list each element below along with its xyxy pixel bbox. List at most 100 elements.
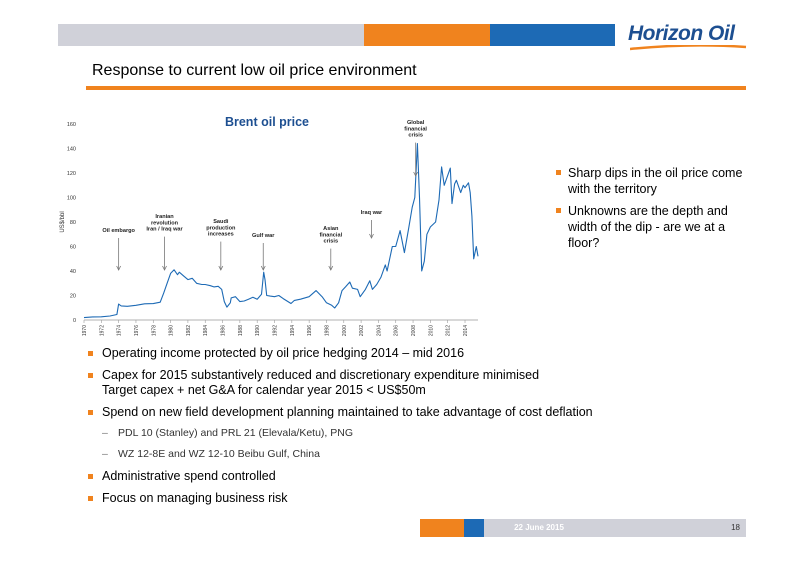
- sub-bullet-text: PDL 10 (Stanley) and PRL 21 (Elevala/Ket…: [118, 427, 354, 439]
- page-number: 18: [731, 523, 740, 532]
- bottom-bullet-list: Operating income protected by oil price …: [88, 346, 748, 513]
- annotation-label: crisis: [323, 239, 338, 245]
- x-tick-label: 1988: [238, 325, 244, 336]
- x-tick-label: 2010: [428, 325, 434, 336]
- x-tick-label: 2006: [394, 325, 400, 336]
- x-tick-label: 2000: [342, 325, 348, 336]
- right-bullet: Unknowns are the depth and width of the …: [556, 203, 746, 251]
- annotation-label: Gulf war: [252, 233, 275, 239]
- x-tick-label: 2004: [376, 325, 382, 336]
- page-title: Response to current low oil price enviro…: [92, 62, 417, 79]
- annotation-label: increases: [208, 232, 234, 238]
- annotation-label: Asian: [323, 226, 339, 232]
- bottom-bullet: Focus on managing business risk: [88, 491, 748, 506]
- x-tick-label: 1970: [82, 325, 88, 336]
- x-tick-label: 1984: [203, 325, 209, 336]
- x-tick-label: 1978: [151, 325, 157, 336]
- bottom-bullet-text: Operating income protected by oil price …: [102, 346, 465, 360]
- y-tick-label: 160: [67, 122, 76, 128]
- bullet-square-icon: [88, 474, 93, 479]
- sub-bullet: – PDL 10 (Stanley) and PRL 21 (Elevala/Ke…: [88, 427, 748, 440]
- bottom-bullet-text: Spend on new field development planning …: [102, 405, 593, 419]
- chart-title: Brent oil price: [225, 115, 309, 129]
- annotation-label: production: [206, 225, 236, 231]
- annotation-label: Saudi: [213, 219, 229, 225]
- bottom-bullet-text: Focus on managing business risk: [102, 491, 288, 505]
- bullet-square-icon: [88, 351, 93, 356]
- y-tick-label: 40: [70, 269, 76, 275]
- annotation-label: Oil embargo: [102, 228, 135, 234]
- y-tick-label: 20: [70, 294, 76, 300]
- x-tick-label: 1990: [255, 325, 261, 336]
- x-tick-label: 2012: [446, 325, 452, 336]
- annotation-label: financial: [319, 232, 342, 238]
- x-tick-label: 1994: [290, 325, 296, 336]
- x-tick-label: 2002: [359, 325, 365, 336]
- x-tick-label: 1980: [169, 325, 175, 336]
- company-logo: Horizon Oil: [628, 22, 747, 51]
- annotation-label: Iraq war: [361, 210, 383, 216]
- sub-bullet-text: WZ 12-8E and WZ 12-10 Beibu Gulf, China: [118, 448, 320, 460]
- annotation-label: revolution: [151, 220, 179, 226]
- x-tick-label: 1972: [99, 325, 105, 336]
- x-tick-label: 2008: [411, 325, 417, 336]
- dash-icon: –: [102, 427, 108, 439]
- footer-bar-gray: [484, 519, 746, 537]
- brent-price-line: [83, 143, 479, 319]
- annotation-label: Global: [407, 120, 425, 126]
- title-underline: [86, 86, 746, 90]
- bottom-bullet: Capex for 2015 substantively reduced and…: [88, 368, 748, 398]
- y-tick-label: 60: [70, 245, 76, 251]
- x-tick-label: 1998: [324, 325, 330, 336]
- annotation-arrowhead-icon: [260, 265, 266, 271]
- x-tick-label: 1996: [307, 325, 313, 336]
- annotation-label: financial: [404, 126, 427, 132]
- y-tick-label: 80: [70, 220, 76, 226]
- right-bullet-list: Sharp dips in the oil price come with th…: [556, 165, 746, 257]
- annotation-arrowhead-icon: [218, 265, 224, 271]
- bullet-square-icon: [88, 496, 93, 501]
- right-bullet: Sharp dips in the oil price come with th…: [556, 165, 746, 197]
- logo-swoosh-icon: [630, 45, 747, 51]
- annotation-arrowhead-icon: [328, 265, 334, 271]
- dash-icon: –: [102, 448, 108, 460]
- header-bar-gray: [58, 24, 364, 46]
- y-axis-label: US$/bbl: [60, 211, 66, 232]
- bottom-bullet: Spend on new field development planning …: [88, 405, 748, 420]
- annotation-label: Iran / Iraq war: [146, 227, 183, 233]
- y-tick-label: 140: [67, 147, 76, 153]
- annotation-label: Iranian: [155, 214, 174, 220]
- y-tick-label: 100: [67, 196, 76, 202]
- logo-text: Horizon Oil: [628, 22, 735, 45]
- annotation-arrowhead-icon: [162, 265, 167, 271]
- footer-bar-orange: [420, 519, 464, 537]
- x-tick-label: 1992: [273, 325, 279, 336]
- bottom-bullet: Operating income protected by oil price …: [88, 346, 748, 361]
- sub-bullet: – WZ 12-8E and WZ 12-10 Beibu Gulf, China: [88, 448, 748, 461]
- annotation-arrowhead-icon: [369, 233, 374, 239]
- right-bullet-text: Unknowns are the depth and width of the …: [568, 204, 728, 250]
- x-tick-label: 2014: [463, 325, 469, 336]
- x-tick-label: 1976: [134, 325, 140, 336]
- y-tick-label: 0: [73, 318, 76, 324]
- annotation-arrowhead-icon: [116, 265, 121, 271]
- bottom-bullet: Administrative spend controlled: [88, 469, 748, 484]
- bullet-square-icon: [88, 410, 93, 415]
- brent-price-chart: 0 20 40 60 80 100 120 140 160 1970 1972 1974 1976 197…: [60, 115, 479, 336]
- x-tick-label: 1986: [221, 325, 227, 336]
- header-bar-orange: [364, 24, 490, 46]
- bottom-bullet-text-line2: Target capex + net G&A for calendar year…: [102, 383, 426, 397]
- bottom-bullet-text: Capex for 2015 substantively reduced and…: [102, 368, 540, 382]
- bullet-square-icon: [556, 208, 561, 213]
- bullet-square-icon: [88, 373, 93, 378]
- x-tick-label: 1974: [117, 325, 123, 336]
- annotation-label: crisis: [408, 133, 423, 139]
- right-bullet-text: Sharp dips in the oil price come with th…: [568, 166, 743, 196]
- annotation-arrowhead-icon: [413, 171, 419, 177]
- header-bar-blue: [490, 24, 615, 46]
- y-tick-label: 120: [67, 171, 76, 177]
- bottom-bullet-text: Administrative spend controlled: [102, 469, 276, 483]
- x-tick-label: 1982: [186, 325, 192, 336]
- bullet-square-icon: [556, 170, 561, 175]
- footer-date: 22 June 2015: [514, 523, 564, 532]
